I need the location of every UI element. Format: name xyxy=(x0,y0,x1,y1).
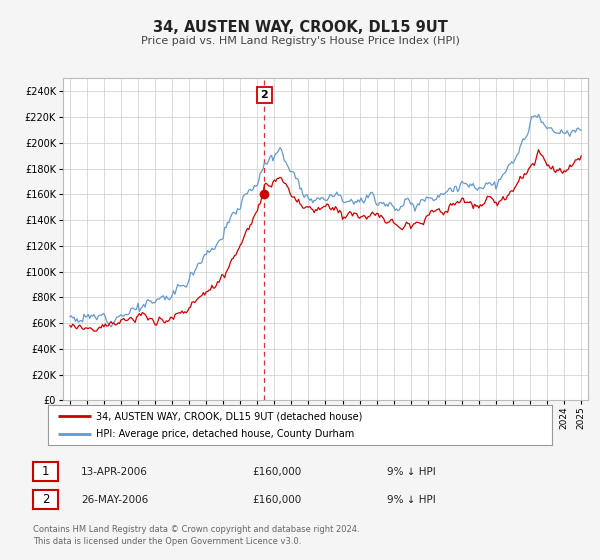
Text: 26-MAY-2006: 26-MAY-2006 xyxy=(81,494,148,505)
Text: 13-APR-2006: 13-APR-2006 xyxy=(81,466,148,477)
Text: £160,000: £160,000 xyxy=(252,494,301,505)
Text: 2: 2 xyxy=(260,90,268,100)
Text: £160,000: £160,000 xyxy=(252,466,301,477)
Text: 1: 1 xyxy=(42,465,49,478)
Text: HPI: Average price, detached house, County Durham: HPI: Average price, detached house, Coun… xyxy=(96,429,354,439)
Text: Price paid vs. HM Land Registry's House Price Index (HPI): Price paid vs. HM Land Registry's House … xyxy=(140,36,460,46)
Text: Contains HM Land Registry data © Crown copyright and database right 2024.
This d: Contains HM Land Registry data © Crown c… xyxy=(33,525,359,546)
Text: 34, AUSTEN WAY, CROOK, DL15 9UT: 34, AUSTEN WAY, CROOK, DL15 9UT xyxy=(152,20,448,35)
Text: 9% ↓ HPI: 9% ↓ HPI xyxy=(387,494,436,505)
Text: 34, AUSTEN WAY, CROOK, DL15 9UT (detached house): 34, AUSTEN WAY, CROOK, DL15 9UT (detache… xyxy=(96,411,362,421)
Text: 9% ↓ HPI: 9% ↓ HPI xyxy=(387,466,436,477)
Text: 2: 2 xyxy=(42,493,49,506)
